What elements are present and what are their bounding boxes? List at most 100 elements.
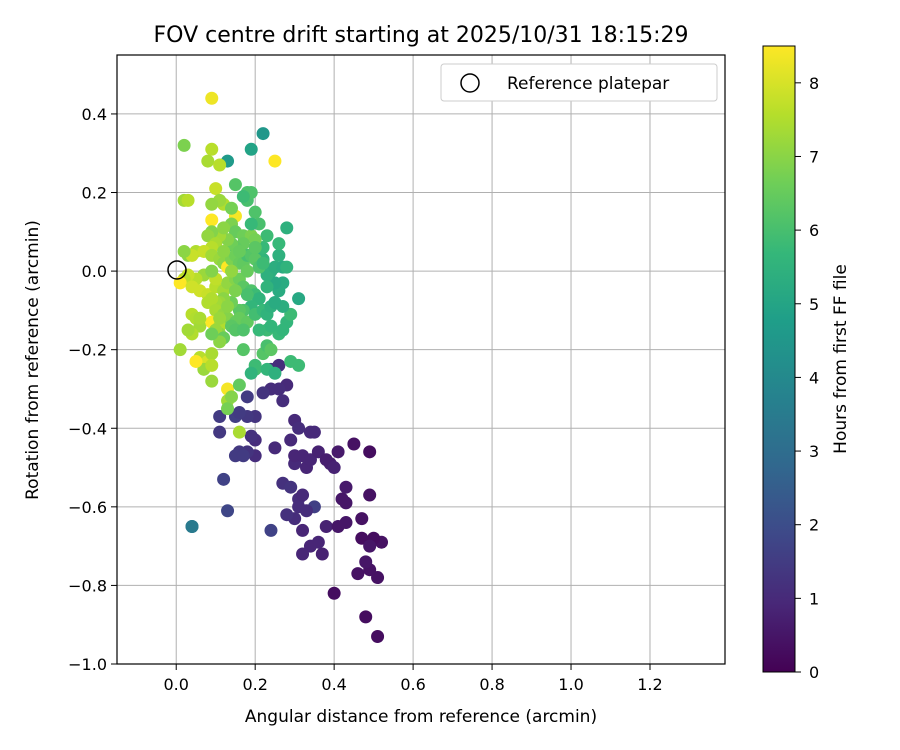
legend-marker-icon [460, 73, 480, 93]
x-tick-label: 0.2 [242, 675, 267, 694]
data-point [201, 154, 215, 168]
data-point [181, 193, 195, 207]
data-point [300, 504, 314, 518]
data-point [248, 241, 262, 255]
data-point [205, 264, 219, 278]
data-point [296, 523, 310, 537]
data-point [244, 142, 258, 156]
colorbar-gradient [762, 45, 796, 673]
plot-frame [116, 54, 726, 665]
data-point [264, 523, 278, 537]
data-point [268, 296, 282, 310]
data-points [173, 91, 389, 643]
y-tick-label: −0.2 [68, 341, 107, 360]
colorbar-tick-label: 3 [809, 442, 819, 461]
data-point [205, 142, 219, 156]
data-point [221, 504, 235, 518]
colorbar-tick-label: 8 [809, 74, 819, 93]
y-tick-label: 0.4 [82, 105, 107, 124]
y-axis-ticks: −1.0 −0.8 −0.6 −0.4 −0.2 0.0 0.2 0.4 [68, 105, 117, 674]
colorbar-tick-label: 1 [809, 589, 819, 608]
data-point [205, 213, 219, 227]
data-point [303, 425, 317, 439]
data-point [280, 508, 294, 522]
data-point [177, 138, 191, 152]
data-point [292, 421, 306, 435]
colorbar-tick-label: 6 [809, 221, 819, 240]
data-point [252, 323, 266, 337]
data-point [339, 516, 353, 530]
data-point [236, 323, 250, 337]
y-axis-label: Rotation from reference (arcmin) [23, 220, 43, 500]
chart-title: FOV centre drift starting at 2025/10/31 … [154, 23, 689, 48]
data-point [201, 229, 215, 243]
x-tick-label: 0.0 [163, 675, 188, 694]
data-point [201, 296, 215, 310]
y-tick-label: 0.2 [82, 184, 107, 203]
data-point [221, 402, 235, 416]
data-point [181, 323, 195, 337]
y-tick-label: −0.4 [68, 419, 107, 438]
legend-box [440, 63, 718, 102]
data-point [272, 248, 286, 262]
data-point [189, 354, 203, 368]
data-point [209, 182, 223, 196]
data-point [236, 189, 250, 203]
data-point [268, 154, 282, 168]
data-point [284, 307, 298, 321]
data-point [371, 629, 385, 643]
data-point [292, 292, 306, 306]
data-point [256, 256, 270, 270]
data-point [205, 197, 219, 211]
data-point [355, 531, 369, 545]
y-tick-label: 0.0 [82, 262, 107, 281]
data-point [205, 347, 219, 361]
data-point [276, 394, 290, 408]
x-tick-label: 0.4 [321, 675, 346, 694]
data-point [268, 441, 282, 455]
data-point [260, 229, 274, 243]
data-point [193, 311, 207, 325]
y-tick-label: −0.8 [68, 576, 107, 595]
data-point [217, 221, 231, 235]
data-point [264, 319, 278, 333]
data-point [363, 488, 377, 502]
data-point [264, 343, 278, 357]
data-point [217, 244, 231, 258]
data-point [240, 390, 254, 404]
data-point [327, 461, 341, 475]
data-point [224, 264, 238, 278]
data-point [363, 445, 377, 459]
data-point [260, 268, 274, 282]
data-point [331, 445, 345, 459]
data-point [244, 366, 258, 380]
data-point [296, 547, 310, 561]
data-point [236, 343, 250, 357]
data-point [213, 335, 227, 349]
data-point [252, 292, 266, 306]
data-point [213, 158, 227, 172]
data-point [224, 390, 238, 404]
data-point [347, 437, 361, 451]
data-point [244, 217, 258, 231]
data-point [315, 547, 329, 561]
legend-label: Reference platepar [507, 74, 669, 94]
data-point [359, 610, 373, 624]
data-point [217, 472, 231, 486]
y-tick-label: −1.0 [68, 655, 107, 674]
data-point [284, 354, 298, 368]
data-point [371, 571, 385, 585]
colorbar-tick-label: 5 [809, 295, 819, 314]
x-tick-label: 1.0 [558, 675, 583, 694]
y-tick-label: −0.6 [68, 498, 107, 517]
legend: Reference platepar [440, 63, 718, 102]
data-point [232, 244, 246, 258]
data-point [303, 539, 317, 553]
data-point [205, 358, 219, 372]
data-point [280, 221, 294, 235]
data-point [244, 429, 258, 443]
data-point [276, 323, 290, 337]
data-point [280, 260, 294, 274]
data-point [213, 409, 227, 423]
